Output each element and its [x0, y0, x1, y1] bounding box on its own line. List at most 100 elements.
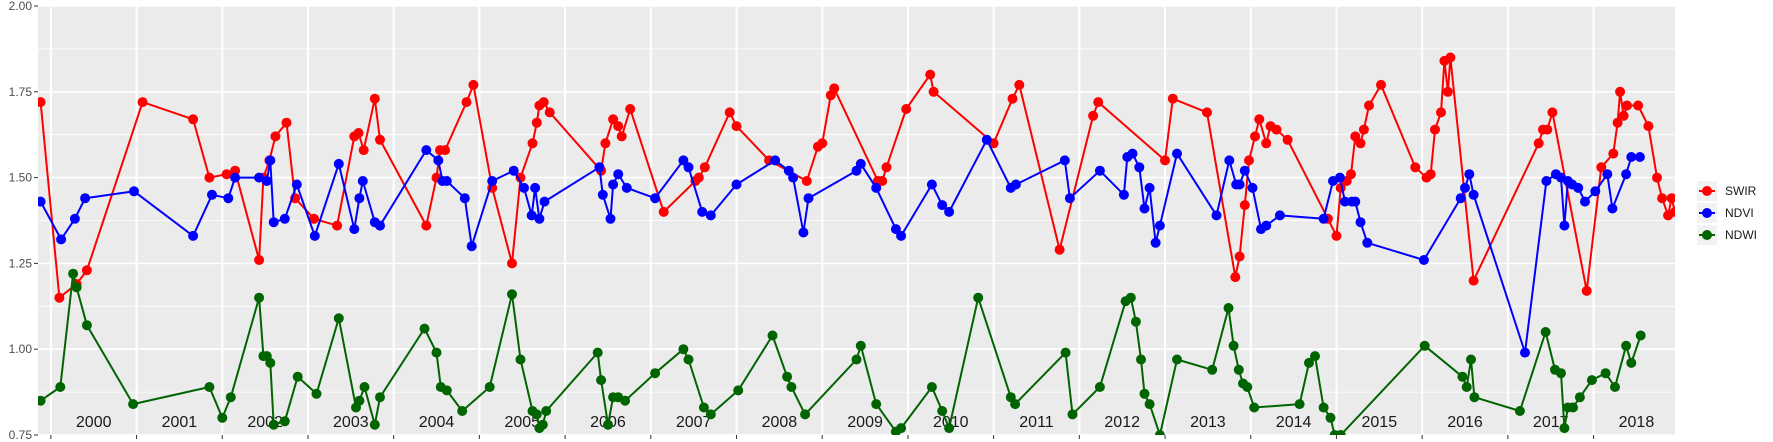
data-point	[1125, 292, 1136, 303]
data-point	[1607, 203, 1618, 214]
data-point	[1590, 186, 1601, 197]
data-point	[357, 176, 368, 186]
data-point	[597, 189, 608, 200]
data-point	[421, 145, 432, 156]
data-point	[1364, 100, 1374, 111]
data-point	[526, 210, 537, 221]
legend-item-ndvi: NDVI	[1697, 203, 1754, 223]
data-point	[254, 292, 265, 303]
data-point	[767, 330, 778, 341]
data-point	[1310, 351, 1320, 362]
data-point	[541, 406, 552, 416]
data-point	[441, 176, 452, 186]
data-point	[937, 406, 948, 416]
data-point	[1355, 138, 1366, 149]
legend-point	[1702, 186, 1712, 196]
data-point	[1464, 169, 1475, 180]
data-point	[1202, 107, 1212, 118]
data-point	[1334, 172, 1345, 183]
data-point	[705, 409, 716, 420]
series-line	[39, 56, 1675, 299]
data-point	[1376, 79, 1386, 90]
data-point	[1211, 210, 1222, 221]
data-point	[981, 134, 992, 145]
year-label: 2009	[847, 414, 883, 431]
data-point	[596, 375, 607, 386]
data-point	[1094, 165, 1105, 176]
data-point	[1139, 388, 1150, 399]
data-point	[254, 172, 265, 183]
data-point	[309, 213, 319, 224]
data-point	[697, 206, 708, 217]
data-point	[1666, 193, 1675, 204]
data-point	[279, 416, 290, 427]
data-point	[530, 182, 541, 193]
data-point	[527, 138, 538, 149]
data-point	[1358, 124, 1369, 135]
data-point	[333, 158, 344, 169]
data-point	[901, 104, 912, 114]
data-point	[877, 176, 888, 186]
data-point	[468, 79, 479, 90]
data-point	[38, 97, 46, 108]
data-point	[855, 158, 866, 169]
data-point	[55, 382, 66, 392]
data-point	[1054, 244, 1065, 255]
data-point	[1294, 399, 1305, 410]
data-point	[1418, 255, 1429, 265]
data-point	[896, 230, 907, 241]
data-point	[534, 213, 545, 224]
data-point	[230, 165, 241, 176]
data-point	[225, 392, 236, 403]
data-point	[1586, 375, 1597, 386]
data-point	[268, 419, 279, 430]
data-point	[683, 354, 694, 365]
data-point	[1059, 155, 1070, 166]
data-point	[1540, 327, 1551, 337]
data-point	[537, 419, 548, 430]
data-point	[926, 382, 937, 392]
data-point	[890, 224, 901, 235]
data-point	[698, 402, 709, 413]
data-point	[38, 196, 46, 207]
data-point	[973, 292, 984, 303]
y-axis: 0.75 1.00 1.25 1.50 1.75 2.00	[9, 0, 38, 442]
data-point	[431, 347, 442, 358]
data-point	[1230, 272, 1241, 283]
data-point	[650, 193, 661, 204]
data-point	[1118, 189, 1129, 200]
data-point	[1573, 182, 1584, 193]
data-point	[1335, 430, 1346, 435]
data-point	[928, 86, 939, 97]
year-label: 2005	[504, 414, 540, 431]
data-point	[1547, 107, 1558, 118]
data-point	[1088, 110, 1099, 121]
data-point	[204, 382, 215, 392]
series-swir	[38, 52, 1675, 303]
series-layer	[38, 52, 1675, 435]
data-point	[487, 176, 498, 186]
data-point	[1093, 97, 1104, 108]
data-point	[1621, 340, 1632, 351]
legend: SWIR NDVI NDWI	[1697, 181, 1757, 245]
data-point	[1362, 237, 1373, 248]
data-point	[1581, 285, 1592, 296]
year-label: 2003	[333, 414, 369, 431]
data-point	[1355, 217, 1366, 228]
data-point	[1626, 152, 1637, 162]
data-point	[1242, 382, 1253, 392]
data-point	[254, 255, 265, 265]
data-point	[1304, 357, 1314, 368]
data-point	[221, 169, 232, 180]
data-point	[678, 155, 689, 166]
data-point	[705, 210, 716, 221]
legend-label: NDVI	[1725, 206, 1754, 220]
series-ndvi	[38, 134, 1645, 358]
data-point	[600, 138, 611, 149]
data-point	[770, 155, 781, 166]
data-point	[1136, 354, 1146, 365]
data-point	[1643, 121, 1654, 132]
legend-item-swir: SWIR	[1697, 181, 1757, 201]
data-point	[1466, 354, 1476, 365]
